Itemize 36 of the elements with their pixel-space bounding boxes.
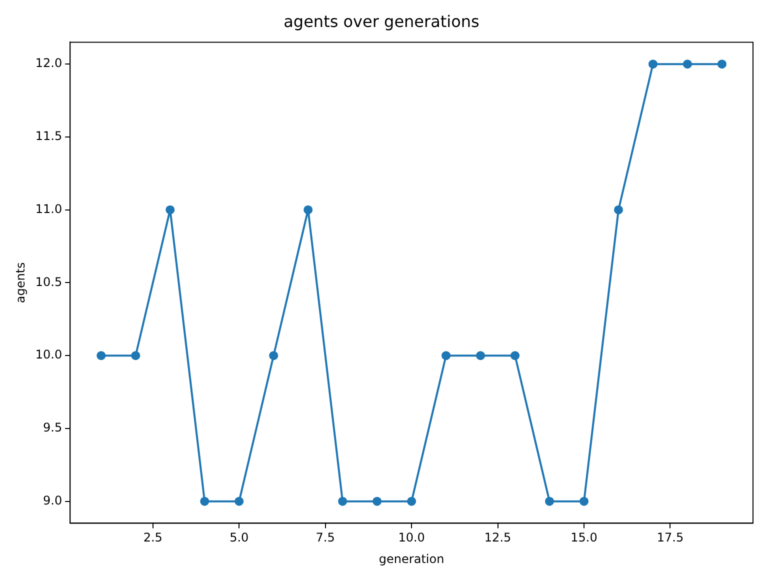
x-tick-label: 2.5: [143, 530, 162, 545]
x-tick-label: 17.5: [656, 530, 684, 545]
y-tick-label: 11.0: [35, 202, 62, 216]
x-tick-label: 7.5: [316, 530, 335, 545]
point: [545, 496, 554, 506]
point: [407, 496, 416, 506]
x-axis-title: generation: [378, 552, 444, 566]
y-tick-label: 9.0: [43, 493, 62, 508]
point: [442, 351, 451, 360]
point: [510, 351, 520, 360]
point: [166, 205, 175, 214]
y-tick-label: 10.5: [35, 274, 62, 289]
point: [269, 351, 278, 360]
point: [372, 496, 382, 506]
point: [304, 205, 313, 214]
y-tick-label: 12.0: [35, 56, 62, 70]
y-tick-label: 11.5: [35, 129, 62, 144]
point: [648, 60, 658, 69]
x-tick-label: 15.0: [570, 530, 598, 545]
point: [96, 351, 106, 360]
point: [200, 496, 210, 506]
chart-title: agents over generations: [284, 12, 480, 31]
point: [476, 351, 486, 360]
point: [682, 60, 692, 69]
x-tick-label: 10.0: [398, 530, 425, 545]
point: [717, 60, 726, 69]
x-tick-label: 12.5: [484, 530, 512, 545]
point: [614, 205, 623, 214]
point: [131, 351, 140, 360]
point: [234, 496, 244, 506]
point: [580, 496, 589, 506]
y-tick-label: 10.0: [35, 348, 62, 362]
y-axis-title: agents: [13, 262, 28, 304]
point: [338, 496, 348, 506]
y-tick-label: 9.5: [43, 420, 62, 435]
x-tick-label: 5.0: [230, 530, 249, 545]
